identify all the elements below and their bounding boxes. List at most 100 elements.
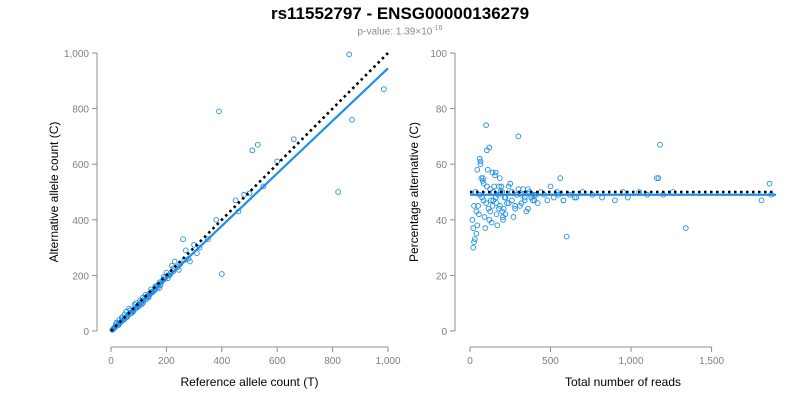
data-point xyxy=(480,197,487,204)
pvalue-exponent: -16 xyxy=(432,25,443,32)
data-point xyxy=(482,225,489,231)
data-point xyxy=(335,189,341,195)
expected-ratio-line xyxy=(110,52,389,332)
data-point xyxy=(766,180,773,187)
data-point xyxy=(494,222,501,229)
data-point xyxy=(507,180,514,187)
data-point xyxy=(171,258,178,265)
data-point xyxy=(488,197,494,204)
x-axis-label: Reference allele count (T) xyxy=(180,375,318,389)
data-point xyxy=(496,205,502,212)
data-point xyxy=(489,203,496,209)
percentage-vs-total-plot: 0 20 40 60 80 100 0 500 1,000 1,500 Total number o… xyxy=(407,49,776,389)
x-tick-label: 400 xyxy=(213,356,230,367)
data-point xyxy=(474,222,481,229)
data-point xyxy=(480,178,486,184)
data-point xyxy=(491,183,498,190)
y-axis-label: Percentage alternative (C) xyxy=(407,122,421,262)
data-point xyxy=(612,197,618,204)
data-point xyxy=(505,183,512,190)
data-point xyxy=(518,200,525,206)
data-point xyxy=(484,166,491,173)
data-point xyxy=(216,108,222,115)
data-point xyxy=(213,216,220,223)
x-tick-label: 1,000 xyxy=(619,356,644,367)
data-point xyxy=(196,244,203,251)
data-point xyxy=(484,147,490,154)
data-point xyxy=(531,197,538,204)
data-point xyxy=(254,141,261,148)
data-point xyxy=(480,175,486,181)
data-point xyxy=(475,203,481,209)
data-point xyxy=(496,175,503,181)
data-point xyxy=(550,194,557,201)
reference-vs-alternative-plot: 0 200 400 600 800 1,000 0 200 400 600 800 1,000 Refe… xyxy=(47,49,401,389)
data-point xyxy=(496,203,503,209)
data-point xyxy=(484,183,490,190)
data-point xyxy=(485,205,492,212)
data-point xyxy=(657,141,663,148)
data-point xyxy=(187,258,193,265)
data-point xyxy=(525,205,531,212)
y-tick-label: 20 xyxy=(436,271,448,282)
data-point xyxy=(346,51,353,58)
data-point xyxy=(470,244,477,251)
data-point xyxy=(380,86,387,92)
data-point xyxy=(534,200,541,206)
data-point xyxy=(477,158,484,165)
data-point xyxy=(682,225,689,231)
y-tick-label: 400 xyxy=(72,216,89,227)
chart-title: rs11552797 - ENSG00000136279 xyxy=(270,4,530,23)
data-point xyxy=(560,197,567,204)
y-tick-label: 0 xyxy=(441,327,447,338)
data-point xyxy=(473,208,480,215)
data-point xyxy=(500,214,506,220)
data-point xyxy=(544,197,551,204)
data-point xyxy=(489,169,496,176)
y-tick-label: 80 xyxy=(436,105,448,116)
data-point xyxy=(290,136,297,143)
y-tick-label: 200 xyxy=(72,271,89,282)
data-point xyxy=(624,194,631,201)
y-axis-label: Alternative allele count (C) xyxy=(47,122,61,263)
regression-line xyxy=(110,67,389,332)
data-point xyxy=(483,122,489,129)
data-point xyxy=(218,271,225,277)
y-tick-label: 60 xyxy=(436,160,448,171)
data-point xyxy=(492,169,499,176)
data-point xyxy=(512,205,518,212)
data-point xyxy=(498,183,505,190)
data-point xyxy=(504,200,510,206)
data-point xyxy=(521,197,528,204)
x-tick-label: 500 xyxy=(542,356,559,367)
data-point xyxy=(470,225,477,231)
data-point xyxy=(480,180,487,187)
x-tick-label: 1,500 xyxy=(699,356,724,367)
data-point xyxy=(510,214,517,220)
data-point xyxy=(249,147,256,154)
data-point xyxy=(110,326,117,332)
data-point xyxy=(180,236,186,243)
data-point xyxy=(493,200,500,206)
data-point xyxy=(512,203,518,209)
x-tick-label: 0 xyxy=(467,356,473,367)
data-point xyxy=(471,239,477,245)
data-point xyxy=(599,194,605,201)
data-point xyxy=(109,327,116,333)
data-point xyxy=(557,175,564,181)
y-tick-label: 600 xyxy=(72,160,89,171)
data-point xyxy=(515,133,522,140)
x-tick-label: 200 xyxy=(158,356,175,367)
y-tick-label: 1,000 xyxy=(64,49,89,60)
data-point xyxy=(529,197,536,204)
data-point xyxy=(471,203,477,209)
data-point xyxy=(493,211,500,218)
data-point xyxy=(563,233,570,240)
y-tick-label: 800 xyxy=(72,105,89,116)
data-point xyxy=(481,214,488,220)
data-point xyxy=(473,230,480,237)
data-point xyxy=(655,175,662,181)
x-tick-label: 1,000 xyxy=(375,356,400,367)
x-axis-label: Total number of reads xyxy=(565,375,681,389)
